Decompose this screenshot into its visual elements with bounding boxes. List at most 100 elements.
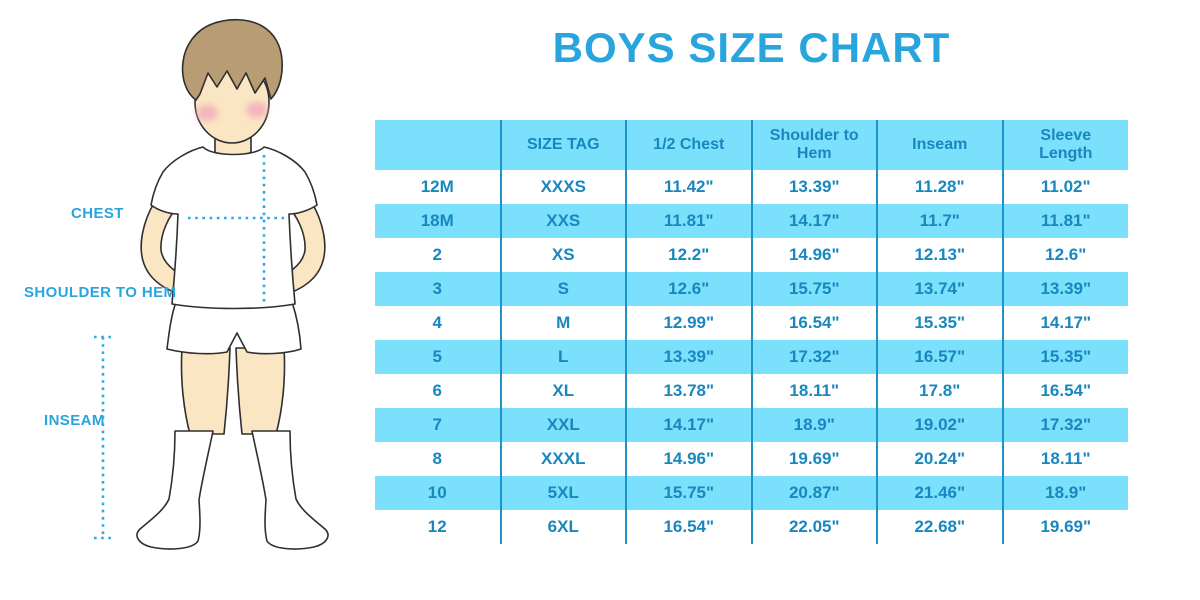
measurement-cell: 16.54" [1001, 374, 1128, 408]
right-cheek [246, 102, 268, 118]
measurement-cell: 11.81" [625, 204, 752, 238]
measurement-cell: 16.57" [876, 340, 1003, 374]
table-row: 18M XXS 11.81" 14.17" 11.7" 11.81" [375, 204, 1128, 238]
left-leg [180, 347, 231, 435]
measurement-cell: 19.02" [876, 408, 1003, 442]
boy-figure-graphic [94, 18, 329, 550]
table-row: 8 XXXL 14.96" 19.69" 20.24" 18.11" [375, 442, 1128, 476]
measurement-cell: 16.54" [750, 306, 877, 340]
measurement-cell: 17.32" [750, 340, 877, 374]
size-tag-cell: XXS [499, 204, 626, 238]
size-tag-cell: XXL [499, 408, 626, 442]
measurement-cell: 17.32" [1001, 408, 1128, 442]
col-header-size-tag: SIZE TAG [499, 120, 626, 170]
shorts [166, 301, 302, 355]
measurement-cell: 19.69" [750, 442, 877, 476]
table-row: 2 XS 12.2" 14.96" 12.13" 12.6" [375, 238, 1128, 272]
hair [181, 18, 283, 101]
measurement-cell: 16.54" [625, 510, 752, 544]
measurement-cell: 13.78" [625, 374, 752, 408]
col-header-half-chest: 1/2 Chest [625, 120, 752, 170]
measurement-cell: 13.39" [625, 340, 752, 374]
measurement-cell: 22.05" [750, 510, 877, 544]
measurement-cell: 22.68" [876, 510, 1003, 544]
measurement-cell: 17.8" [876, 374, 1003, 408]
table-row: 5 L 13.39" 17.32" 16.57" 15.35" [375, 340, 1128, 374]
shoulder-to-hem-label: SHOULDER TO HEM [24, 284, 177, 301]
age-cell: 10 [375, 476, 501, 510]
measurement-cell: 11.02" [1001, 170, 1128, 204]
table-row: 7 XXL 14.17" 18.9" 19.02" 17.32" [375, 408, 1128, 442]
measurement-cell: 11.28" [876, 170, 1003, 204]
table-row: 10 5XL 15.75" 20.87" 21.46" 18.9" [375, 476, 1128, 510]
left-sock [136, 430, 214, 550]
age-cell: 8 [432, 449, 442, 468]
measurement-cell: 21.46" [876, 476, 1003, 510]
size-tag-cell: L [499, 340, 626, 374]
measurement-cell: 12.99" [625, 306, 752, 340]
size-tag-cell: 5XL [499, 476, 626, 510]
age-cell: 12 [427, 517, 447, 536]
page-title: BOYS SIZE CHART [552, 24, 951, 71]
size-tag-cell: S [499, 272, 626, 306]
right-sock [251, 430, 329, 550]
table-row: 12M XXXS 11.42" 13.39" 11.28" 11.02" [375, 170, 1128, 204]
measurement-cell: 11.42" [625, 170, 752, 204]
age-cell: 3 [375, 272, 501, 306]
t-shirt [150, 146, 318, 310]
age-cell: 18M [375, 204, 501, 238]
left-cheek [196, 105, 218, 121]
measurement-cell: 19.69" [1001, 510, 1128, 544]
size-tag-cell: XL [499, 374, 626, 408]
measurement-cell: 14.17" [625, 408, 752, 442]
col-header-shoulder-to-hem: Shoulder to Hem [750, 120, 877, 170]
table-row: 3 S 12.6" 15.75" 13.74" 13.39" [375, 272, 1128, 306]
measurement-cell: 20.87" [750, 476, 877, 510]
table-row: 4 M 12.99" 16.54" 15.35" 14.17" [375, 306, 1128, 340]
measurement-cell: 18.9" [750, 408, 877, 442]
size-tag-cell: XXXL [499, 442, 626, 476]
measurement-cell: 11.81" [1001, 204, 1128, 238]
table-row: 6 XL 13.78" 18.11" 17.8" 16.54" [375, 374, 1128, 408]
measurement-cell: 14.17" [1001, 306, 1128, 340]
col-header-inseam: Inseam [876, 120, 1003, 170]
measurement-cell: 12.6" [1001, 238, 1128, 272]
age-cell: 2 [432, 245, 442, 264]
measurement-cell: 18.9" [1001, 476, 1128, 510]
age-cell: 12M [420, 177, 454, 196]
boy-illustration: CHEST SHOULDER TO HEM INSEAM [0, 0, 345, 600]
measurement-cell: 12.13" [876, 238, 1003, 272]
measurement-cell: 18.11" [1001, 442, 1128, 476]
measurement-cell: 12.2" [625, 238, 752, 272]
table-row: 12 6XL 16.54" 22.05" 22.68" 19.69" [375, 510, 1128, 544]
right-leg [235, 347, 286, 435]
size-table-body: 12M XXXS 11.42" 13.39" 11.28" 11.02" 18M XXS 11.… [375, 170, 1128, 544]
measurement-cell: 13.74" [876, 272, 1003, 306]
measurement-cell: 15.75" [625, 476, 752, 510]
size-tag-cell: XS [499, 238, 626, 272]
measurement-cell: 13.39" [750, 170, 877, 204]
size-tag-cell: M [499, 306, 626, 340]
measurement-cell: 15.35" [876, 306, 1003, 340]
age-cell: 4 [432, 313, 442, 332]
inseam-label: INSEAM [44, 412, 105, 429]
size-table: SIZE TAG 1/2 Chest Shoulder to Hem Insea… [375, 120, 1128, 544]
measurement-cell: 15.75" [750, 272, 877, 306]
age-cell: 6 [432, 381, 442, 400]
measurement-cell: 14.96" [750, 238, 877, 272]
measurement-cell: 14.17" [750, 204, 877, 238]
age-cell: 5 [375, 340, 501, 374]
measurement-cell: 11.7" [876, 204, 1003, 238]
measurement-cell: 13.39" [1001, 272, 1128, 306]
age-cell: 7 [375, 408, 501, 442]
measurement-cell: 20.24" [876, 442, 1003, 476]
col-header-age [375, 120, 501, 170]
size-tag-cell: XXXS [499, 170, 626, 204]
header-row: SIZE TAG 1/2 Chest Shoulder to Hem Insea… [375, 120, 1128, 170]
size-tag-cell: 6XL [499, 510, 626, 544]
chest-label: CHEST [71, 205, 124, 222]
measurement-cell: 18.11" [750, 374, 877, 408]
measurement-cell: 14.96" [625, 442, 752, 476]
measurement-cell: 12.6" [625, 272, 752, 306]
